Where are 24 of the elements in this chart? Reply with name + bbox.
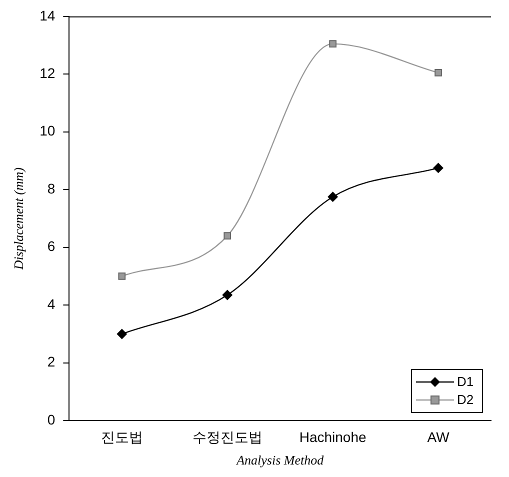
x-tick-label: Hachinohe — [299, 428, 366, 445]
point — [224, 232, 232, 240]
y-tick-label: 8 — [47, 180, 56, 196]
y-tick-label: 0 — [47, 411, 56, 428]
point — [433, 162, 444, 173]
point — [222, 290, 232, 300]
y-tick-label: 12 — [40, 65, 56, 81]
legend-label: D1 — [457, 374, 474, 390]
y-axis-title: Displacement (mm) — [11, 167, 26, 271]
point — [329, 40, 336, 48]
point — [328, 192, 338, 202]
y-tick-label: 14 — [40, 7, 56, 24]
x-axis-title: Analysis Method — [236, 452, 324, 468]
x-tick-label: AW — [427, 428, 450, 445]
point — [118, 272, 126, 280]
y-tick-label: 2 — [47, 354, 56, 370]
y-tick-label: 6 — [47, 238, 56, 254]
point — [116, 328, 127, 339]
y-tick-label: 10 — [40, 122, 56, 139]
point — [434, 69, 442, 76]
x-tick-label: 수정진도법 — [192, 428, 262, 445]
legend-label: D2 — [457, 392, 474, 408]
y-tick-label: 4 — [47, 296, 56, 312]
x-tick-label: 진도법 — [100, 428, 143, 445]
